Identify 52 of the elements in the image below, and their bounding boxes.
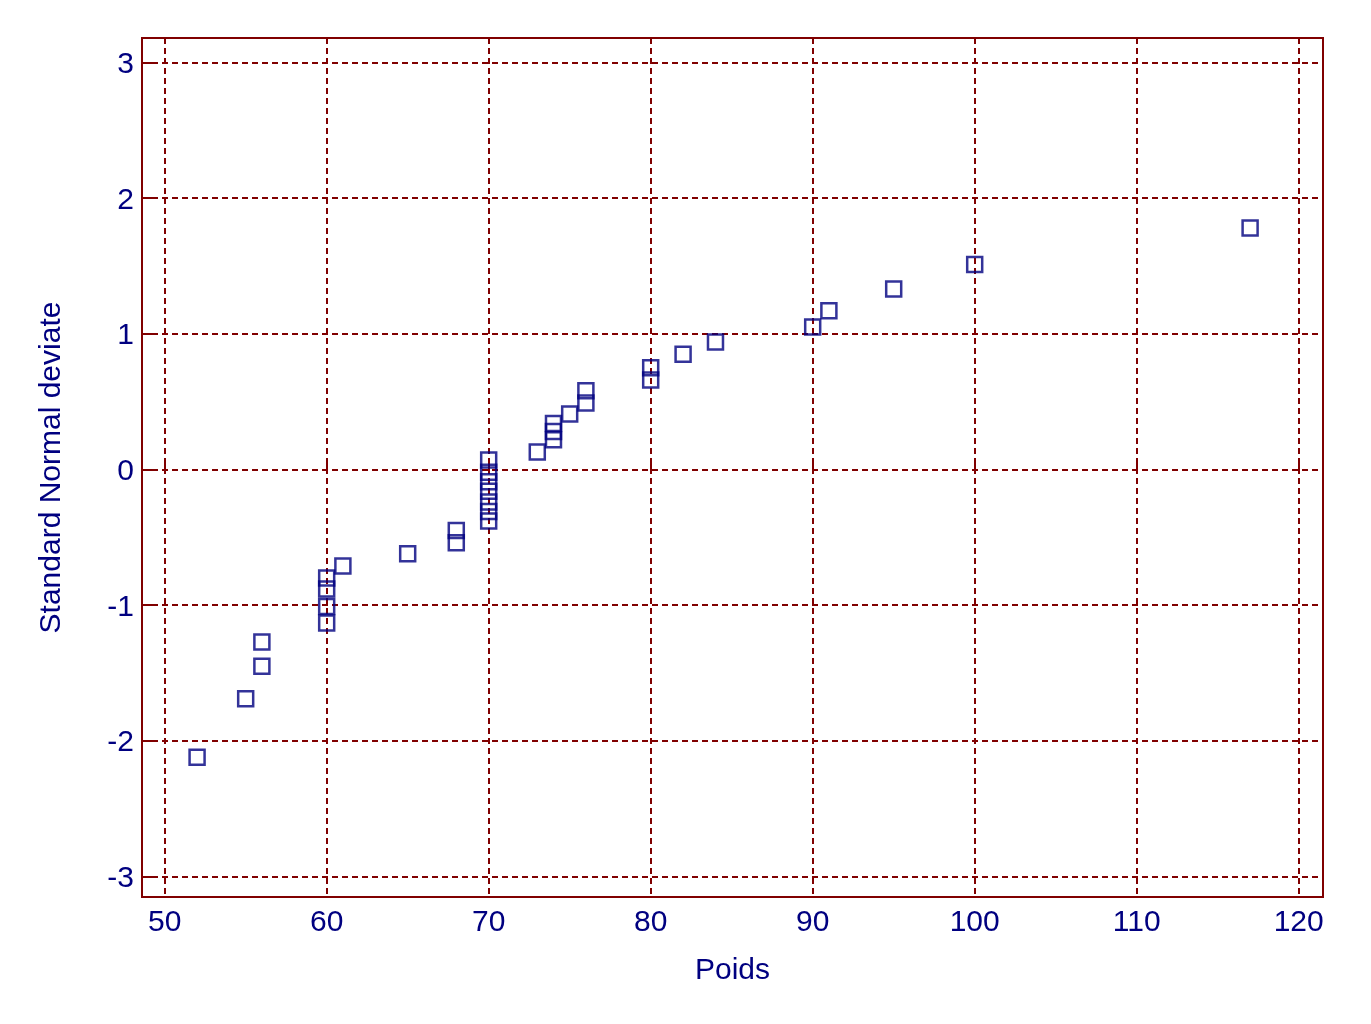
point <box>236 690 255 708</box>
x-axis-title: Poids <box>694 951 771 985</box>
x-tick-label: 100 <box>949 903 1000 937</box>
y-tick-label: -3 <box>107 860 134 894</box>
point <box>479 493 498 511</box>
point <box>528 443 547 461</box>
point <box>188 748 206 766</box>
point <box>641 371 660 389</box>
y-tick-label: -1 <box>107 588 134 622</box>
point <box>479 451 498 469</box>
x-tick-label: 70 <box>472 903 506 937</box>
y-tick-label: 2 <box>117 181 134 215</box>
point <box>1241 219 1259 237</box>
point <box>317 569 336 587</box>
point <box>965 255 984 274</box>
point <box>641 359 660 377</box>
point <box>544 422 563 441</box>
point <box>577 394 595 412</box>
y-tick-label: -2 <box>107 724 134 758</box>
point <box>253 657 271 676</box>
point <box>479 482 498 500</box>
point <box>544 430 563 449</box>
point <box>577 382 595 400</box>
point <box>317 580 336 598</box>
point <box>253 633 271 651</box>
point <box>317 614 336 632</box>
point <box>560 405 579 423</box>
point <box>447 534 466 552</box>
x-tick-label: 50 <box>147 903 182 937</box>
point <box>447 521 466 540</box>
y-axis-title: Standard Normal deviate <box>32 301 66 634</box>
point <box>674 345 692 363</box>
x-tick-label: 80 <box>634 903 668 937</box>
point <box>479 473 498 491</box>
point <box>479 463 498 481</box>
y-tick-label: 3 <box>117 45 134 79</box>
point <box>398 544 417 563</box>
y-tick-label: 1 <box>117 317 134 351</box>
point <box>479 502 498 521</box>
point <box>544 414 563 433</box>
point <box>706 333 725 351</box>
point <box>479 512 498 530</box>
x-tick-label: 60 <box>310 903 344 937</box>
point <box>884 280 903 298</box>
y-tick-label: 0 <box>117 453 134 487</box>
x-tick-label: 120 <box>1273 903 1324 937</box>
x-tick-label: 90 <box>796 903 830 937</box>
point <box>803 318 822 336</box>
point <box>334 557 352 575</box>
x-tick-label: 110 <box>1112 903 1161 937</box>
point <box>820 302 838 320</box>
point <box>317 597 336 616</box>
